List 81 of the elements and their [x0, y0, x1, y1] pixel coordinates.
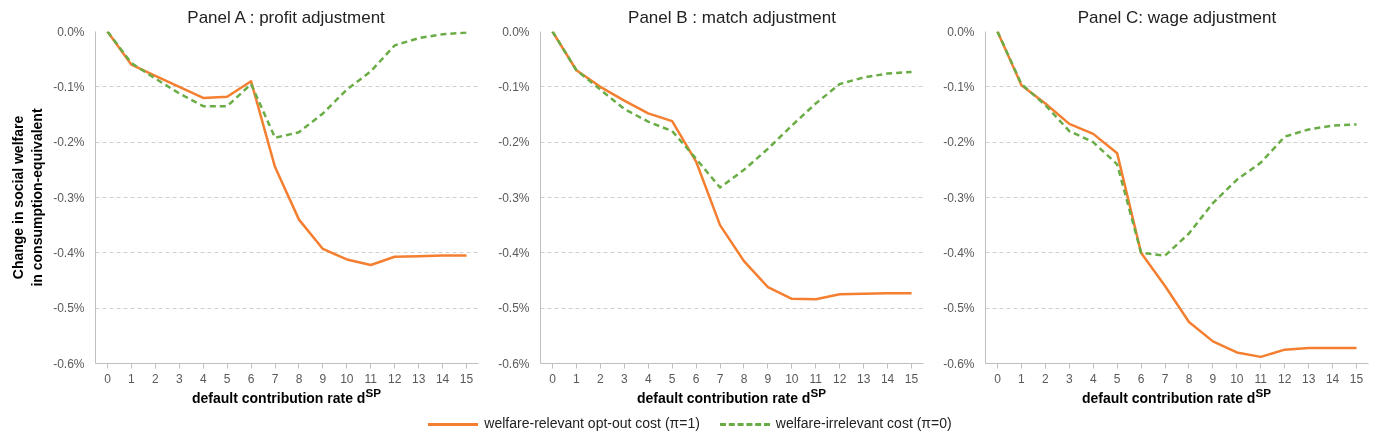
y-tick-label: -0.1%	[53, 79, 85, 94]
x-tick-label: 0	[994, 371, 1002, 386]
y-tick-label: -0.5%	[53, 301, 85, 316]
y-tick-label: -0.6%	[53, 356, 85, 371]
x-tick-label: 8	[1185, 371, 1193, 386]
y-tick-label: -0.3%	[53, 190, 85, 205]
x-tick-label: 10	[340, 371, 354, 386]
x-tick-label: 9	[1209, 371, 1217, 386]
x-tick-label: 13	[1301, 371, 1316, 386]
legend-label: welfare-irrelevant cost (π=0)	[775, 415, 952, 431]
x-axis-title: default contribution rate d$^{SP}$	[1081, 385, 1272, 408]
x-tick-label: 13	[411, 371, 426, 386]
y-tick-label: -0.2%	[498, 135, 530, 150]
x-tick-label: 11	[1254, 371, 1268, 386]
x-tick-label: 7	[716, 371, 724, 386]
x-tick-label: 9	[764, 371, 772, 386]
y-tick-label: -0.5%	[943, 301, 975, 316]
y-tick-label: -0.4%	[498, 245, 530, 260]
y-axis-title: Change in social welfare in consumption-equivalent	[9, 108, 46, 287]
x-tick-label: 4	[1089, 371, 1097, 386]
x-tick-label: 12	[388, 371, 402, 386]
x-tick-label: 1	[573, 371, 581, 386]
x-tick-label: 6	[247, 371, 255, 386]
x-tick-label: 5	[223, 371, 231, 386]
y-tick-label: 0.0%	[57, 24, 85, 39]
x-tick-label: 8	[740, 371, 748, 386]
line-series	[996, 31, 1358, 257]
line-series	[551, 31, 913, 189]
x-tick-label: 5	[1113, 371, 1121, 386]
x-tick-label: 8	[295, 371, 303, 386]
x-tick-label: 2	[1042, 371, 1050, 386]
x-tick-label: 11	[364, 371, 378, 386]
y-tick-label: -0.2%	[53, 135, 85, 150]
x-tick-label: 7	[271, 371, 279, 386]
x-tick-label: 12	[833, 371, 847, 386]
y-tick-label: -0.4%	[53, 245, 85, 260]
x-tick-label: 3	[620, 371, 628, 386]
x-tick-label: 15	[459, 371, 474, 386]
y-tick-label: 0.0%	[947, 24, 975, 39]
x-tick-label: 14	[880, 371, 895, 386]
x-tick-label: 15	[1349, 371, 1364, 386]
legend-label: welfare-relevant opt-out cost (π=1)	[484, 415, 700, 431]
x-axis-title: default contribution rate d$^{SP}$	[636, 385, 827, 408]
x-tick-label: 6	[1137, 371, 1145, 386]
x-tick-label: 13	[856, 371, 871, 386]
x-tick-label: 4	[644, 371, 652, 386]
x-tick-label: 14	[1325, 371, 1340, 386]
chart-title: Panel B : match adjustment	[628, 7, 837, 27]
x-tick-label: 4	[199, 371, 207, 386]
y-tick-label: -0.6%	[943, 356, 975, 371]
x-tick-label: 3	[1065, 371, 1073, 386]
y-tick-label: -0.2%	[943, 135, 975, 150]
chart-title: Panel A : profit adjustment	[187, 7, 386, 27]
x-axis-title: default contribution rate d$^{SP}$	[191, 385, 382, 408]
chart-title: Panel C: wage adjustment	[1077, 7, 1277, 27]
x-tick-label: 9	[319, 371, 327, 386]
x-tick-label: 14	[435, 371, 450, 386]
y-tick-label: -0.1%	[943, 79, 975, 94]
y-tick-label: 0.0%	[502, 24, 530, 39]
y-tick-label: -0.5%	[498, 301, 530, 316]
x-tick-label: 15	[904, 371, 919, 386]
x-tick-label: 1	[1018, 371, 1026, 386]
x-tick-label: 0	[549, 371, 557, 386]
y-tick-label: -0.4%	[943, 245, 975, 260]
y-tick-label: -0.6%	[498, 356, 530, 371]
x-tick-label: 6	[692, 371, 700, 386]
y-tick-label: -0.1%	[498, 79, 530, 94]
x-tick-label: 11	[809, 371, 823, 386]
x-tick-label: 2	[597, 371, 605, 386]
x-tick-label: 5	[668, 371, 676, 386]
y-tick-label: -0.3%	[943, 190, 975, 205]
y-tick-label: -0.3%	[498, 190, 530, 205]
line-series	[106, 31, 468, 139]
x-tick-label: 10	[1230, 371, 1244, 386]
x-tick-label: 12	[1278, 371, 1292, 386]
x-tick-label: 3	[175, 371, 183, 386]
x-tick-label: 10	[785, 371, 799, 386]
x-tick-label: 1	[128, 371, 136, 386]
x-tick-label: 7	[1161, 371, 1169, 386]
x-tick-label: 2	[152, 371, 160, 386]
x-tick-label: 0	[104, 371, 112, 386]
